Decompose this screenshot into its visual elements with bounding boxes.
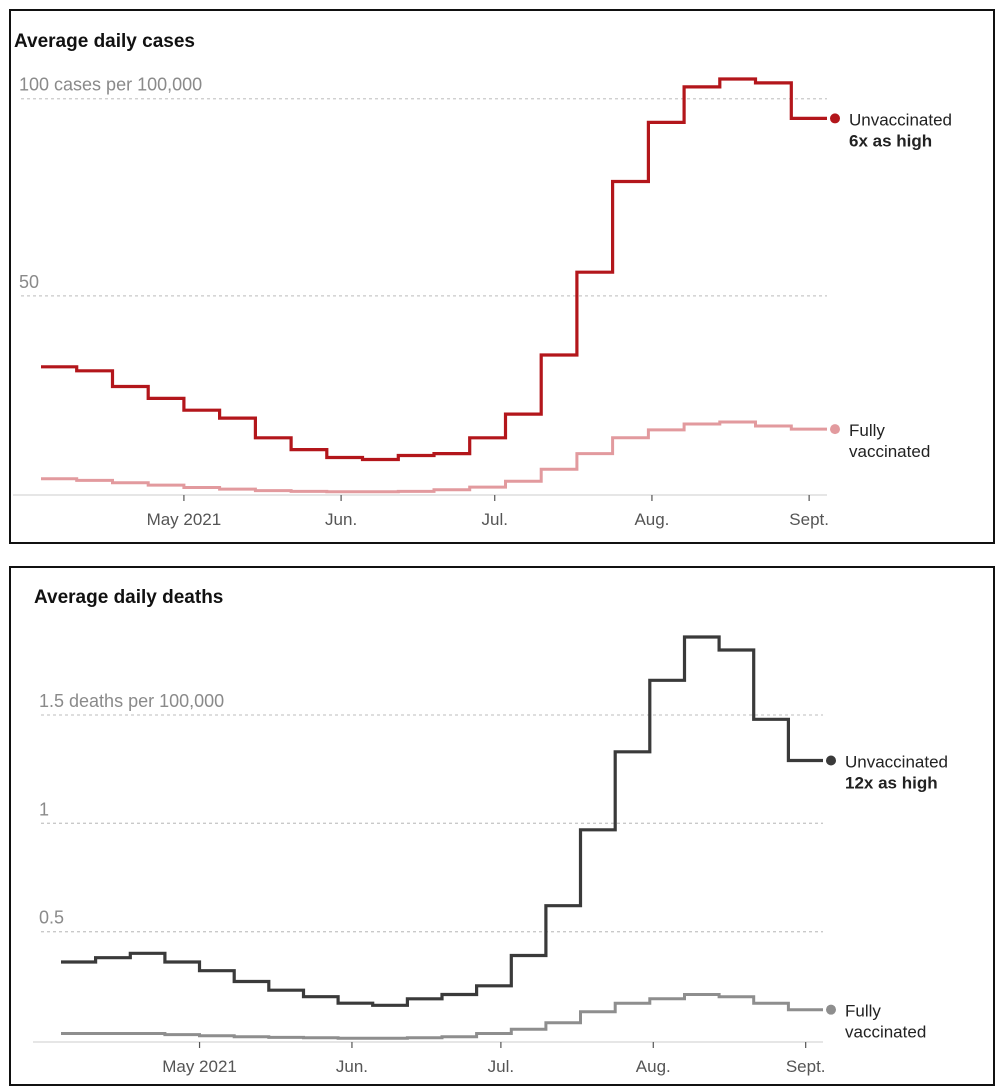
y-tick-label: 100 cases per 100,000 [19,75,202,95]
x-tick-label: Sept. [789,510,829,529]
series-annotation: 6x as high [849,131,932,150]
series-label: vaccinated [845,1023,926,1042]
deaths-chart-panel: Average daily deaths 0.5 1 1.5 deaths per … [9,566,995,1086]
x-tick-label: Sept. [786,1057,826,1076]
series-label: Fully [845,1002,881,1021]
x-tick-label: Aug. [634,510,669,529]
x-tick-label: May 2021 [147,510,222,529]
y-tick-label: 1 [39,799,49,819]
cases-chart-svg: 50 100 cases per 100,000 May 2021 Jun. Jul. A… [13,75,952,529]
series-line-fully-vaccinated [61,993,823,1040]
series-end-marker [826,755,836,766]
series-end-marker [830,424,840,435]
x-tick-label: Jun. [336,1057,368,1076]
series-end-marker [826,1004,836,1015]
y-tick-label: 0.5 [39,908,64,928]
x-tick-label: Jul. [488,1057,514,1076]
x-tick-label: Jun. [325,510,357,529]
series-label: Unvaccinated [845,753,948,772]
deaths-chart-svg: 0.5 1 1.5 deaths per 100,000 May 2021 Jun. Ju… [33,635,948,1076]
series-label: Fully [849,421,885,440]
y-tick-label: 1.5 deaths per 100,000 [39,691,224,711]
y-tick-label: 50 [19,272,39,292]
x-tick-label: May 2021 [162,1057,237,1076]
series-annotation: 12x as high [845,774,938,793]
series-line-unvaccinated [41,77,827,462]
series-label: Unvaccinated [849,110,952,129]
chart-title: Average daily cases [14,31,195,52]
series-label: vaccinated [849,442,930,461]
series-line-unvaccinated [61,635,823,1007]
chart-title: Average daily deaths [34,587,224,608]
x-tick-label: Jul. [482,510,508,529]
series-line-fully-vaccinated [41,420,827,494]
x-tick-label: Aug. [636,1057,671,1076]
series-end-marker [830,113,840,124]
cases-chart-panel: Average daily cases 50 100 cases per 100,… [9,9,995,544]
